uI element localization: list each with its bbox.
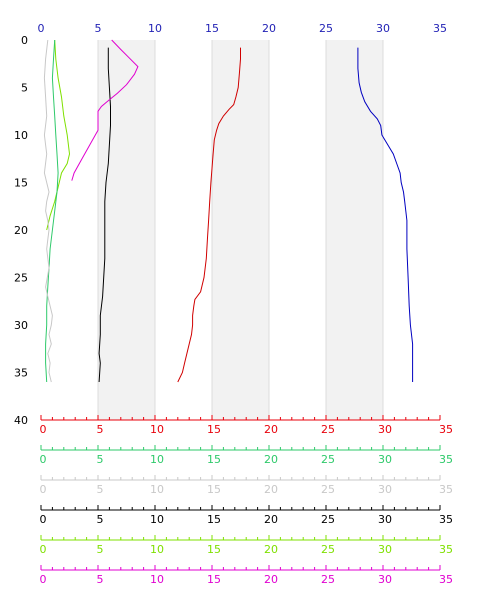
- bottom-axis-tick-label: 5: [97, 513, 104, 526]
- series-line-4: [46, 39, 71, 231]
- bottom-axis-tick-label: 25: [321, 423, 335, 436]
- top-axis-tick-label: 5: [95, 22, 102, 35]
- series-line-3: [71, 39, 139, 181]
- bottom-axis-tick-label: 10: [150, 423, 164, 436]
- bottom-axis-tick-label: 5: [97, 423, 104, 436]
- y-axis-tick-label: 40: [14, 414, 28, 427]
- bottom-axis-tick-label: 25: [321, 543, 335, 556]
- bottom-axis-tick-label: 10: [150, 543, 164, 556]
- bottom-axis-tick-label: 20: [264, 483, 278, 496]
- top-axis-tick-label: 25: [319, 22, 333, 35]
- bottom-axis-tick-label: 30: [378, 513, 392, 526]
- y-axis-tick-label: 25: [14, 272, 28, 285]
- bottom-axis-tick-label: 20: [264, 513, 278, 526]
- bottom-axis-tick-label: 30: [378, 573, 392, 586]
- shaded-band-1: [212, 40, 269, 420]
- bottom-axis-tick-label: 25: [321, 483, 335, 496]
- y-axis-tick-label: 15: [14, 177, 28, 190]
- bottom-axis-tick-label: 20: [264, 573, 278, 586]
- bottom-axis-tick-label: 5: [97, 543, 104, 556]
- y-axis-tick-label: 20: [14, 224, 28, 237]
- bottom-axis-tick-label: 35: [439, 423, 453, 436]
- bottom-axis-tick-label: 10: [150, 513, 164, 526]
- bottom-axis-tick-label: 15: [207, 483, 221, 496]
- bottom-axis-tick-label: 20: [264, 453, 278, 466]
- bottom-axis-tick-label: 0: [40, 423, 47, 436]
- y-axis-tick-label: 30: [14, 319, 28, 332]
- bottom-axis-tick-label: 20: [264, 543, 278, 556]
- bottom-axis-tick-label: 25: [321, 453, 335, 466]
- bottom-axis-tick-label: 15: [207, 513, 221, 526]
- bottom-axis-tick-label: 10: [150, 483, 164, 496]
- bottom-axis-tick-label: 5: [97, 453, 104, 466]
- series-line-2: [98, 47, 111, 383]
- series-line-0: [357, 47, 414, 382]
- y-axis-tick-label: 10: [14, 129, 28, 142]
- top-axis-tick-label: 0: [38, 22, 45, 35]
- bottom-axis-tick-label: 25: [321, 573, 335, 586]
- y-axis-tick-label: 35: [14, 367, 28, 380]
- bottom-axis-tick-label: 10: [150, 453, 164, 466]
- top-axis-tick-label: 15: [205, 22, 219, 35]
- top-axis-tick-label: 30: [376, 22, 390, 35]
- bottom-axis-tick-label: 15: [207, 573, 221, 586]
- series-line-1: [177, 47, 241, 383]
- series-line-6: [43, 39, 53, 383]
- bottom-axis-tick-label: 0: [40, 573, 47, 586]
- bottom-axis-tick-label: 30: [378, 423, 392, 436]
- series-line-5: [45, 39, 59, 383]
- bottom-axis-tick-label: 0: [40, 453, 47, 466]
- bottom-axis-tick-label: 0: [40, 543, 47, 556]
- top-axis-tick-label: 20: [262, 22, 276, 35]
- top-axis-tick-label: 10: [148, 22, 162, 35]
- bottom-axis-tick-label: 35: [439, 543, 453, 556]
- bottom-axis-tick-label: 30: [378, 543, 392, 556]
- bottom-axis-tick-label: 35: [439, 483, 453, 496]
- bottom-axis-tick-label: 15: [207, 423, 221, 436]
- y-axis-tick-label: 0: [21, 34, 28, 47]
- bottom-axis-tick-label: 35: [439, 453, 453, 466]
- bottom-axis-tick-label: 5: [97, 483, 104, 496]
- y-axis-tick-label: 5: [21, 82, 28, 95]
- bottom-axis-tick-label: 35: [439, 573, 453, 586]
- bottom-axis-tick-label: 20: [264, 423, 278, 436]
- bottom-axis-tick-label: 30: [378, 483, 392, 496]
- bottom-axis-tick-label: 0: [40, 483, 47, 496]
- bottom-axis-tick-label: 10: [150, 573, 164, 586]
- shaded-band-0: [98, 40, 155, 420]
- shaded-band-2: [326, 40, 383, 420]
- bottom-axis-tick-label: 15: [207, 453, 221, 466]
- bottom-axis-tick-label: 35: [439, 513, 453, 526]
- bottom-axis-tick-label: 25: [321, 513, 335, 526]
- bottom-axis-tick-label: 0: [40, 513, 47, 526]
- bottom-axis-tick-label: 5: [97, 573, 104, 586]
- bottom-axis-tick-label: 15: [207, 543, 221, 556]
- bottom-axis-tick-label: 30: [378, 453, 392, 466]
- top-axis-tick-label: 35: [433, 22, 447, 35]
